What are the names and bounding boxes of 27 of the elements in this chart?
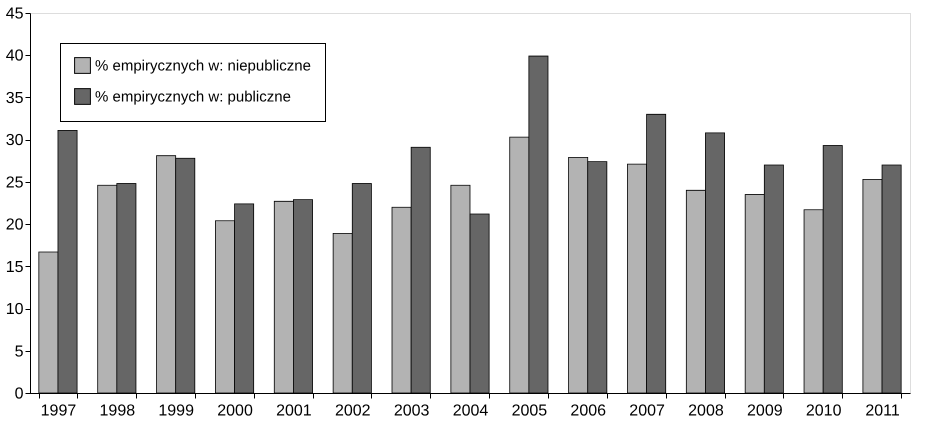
- x-tick-label: 1999: [158, 402, 194, 420]
- y-tick-label: 0: [14, 386, 24, 402]
- legend-label: % empirycznych w: publiczne: [95, 88, 291, 106]
- y-tick-label: 35: [6, 90, 24, 107]
- legend-label: % empirycznych w: niepubliczne: [95, 58, 311, 74]
- x-tick-label: 2000: [217, 402, 253, 420]
- x-tick-label: 2005: [512, 402, 548, 420]
- y-tick-label: 15: [6, 258, 24, 276]
- x-tick-label: 2004: [452, 402, 488, 420]
- y-tick-label: 40: [6, 48, 24, 65]
- x-tick-label: 2010: [806, 402, 842, 420]
- x-tick-label: 2003: [394, 402, 430, 420]
- x-tick-label: 2007: [629, 402, 665, 420]
- y-tick-label: 10: [6, 301, 24, 318]
- x-tick-label: 2011: [865, 402, 900, 420]
- y-tick-label: 5: [14, 343, 24, 360]
- x-tick-label: 1997: [40, 402, 76, 420]
- x-tick-label: 2001: [276, 402, 312, 420]
- y-tick-label: 20: [6, 216, 24, 234]
- x-tick-label: 2009: [747, 402, 783, 420]
- y-tick-label: 45: [6, 6, 24, 22]
- x-tick-label: 2008: [688, 402, 724, 420]
- x-tick-label: 2006: [570, 402, 606, 420]
- y-tick-label: 30: [6, 132, 24, 150]
- y-tick-label: 25: [6, 174, 24, 192]
- x-tick-label: 1998: [100, 402, 136, 420]
- x-tick-label: 2002: [334, 402, 371, 420]
